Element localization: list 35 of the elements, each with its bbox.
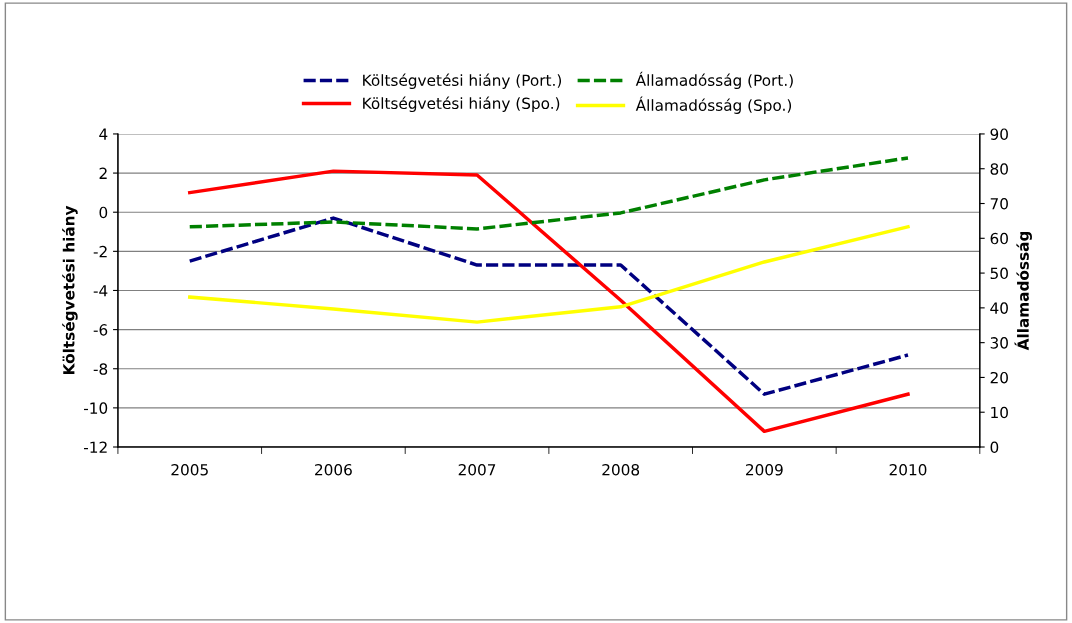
- legend-label: Államadósság (Spo.): [635, 96, 792, 114]
- y2-tick-label: 40: [990, 302, 1008, 314]
- y-tick-label: -8: [93, 363, 108, 375]
- y-tick-label: -10: [83, 402, 108, 414]
- y2-tick-label: 50: [990, 267, 1008, 280]
- line-series: [188, 225, 910, 324]
- y-tick-label: 2: [99, 167, 107, 179]
- line-series: [188, 156, 910, 231]
- y-tick-label: 0: [99, 206, 108, 219]
- y-tick-label: 4: [99, 128, 108, 140]
- y2-tick-label: 0: [990, 441, 999, 454]
- legend-label: Költségvetési hiány (Spo.): [363, 96, 560, 113]
- y2-tick-label: 20: [990, 371, 1008, 384]
- x-tick-label: 2005: [171, 463, 208, 476]
- y-tick-label: -6: [93, 324, 108, 336]
- legend-label: Költségvetési hiány (Port.): [363, 73, 562, 89]
- x-tick-label: 2007: [458, 463, 496, 476]
- line-series: [188, 169, 910, 434]
- y-tick-label: -4: [93, 285, 108, 297]
- y2-tick-label: 90: [990, 128, 1008, 140]
- y2-tick-label: 10: [991, 406, 1008, 419]
- legend-label: Államadósság (Port.): [635, 71, 793, 89]
- x-tick-label: 2006: [315, 463, 352, 476]
- x-tick-label: 2010: [889, 463, 927, 476]
- y2-axis-title: Államadósság: [1014, 231, 1032, 351]
- x-tick-label: 2008: [602, 463, 640, 476]
- y-axis-title: Költségvetési hiány: [62, 205, 78, 375]
- y2-tick-label: 80: [990, 163, 1008, 175]
- y-tick-label: -12: [83, 441, 107, 453]
- line-series: [188, 216, 910, 396]
- y-tick-label: -2: [93, 245, 107, 258]
- x-tick-label: 2009: [746, 463, 783, 476]
- y2-tick-label: 60: [990, 232, 1008, 245]
- y2-tick-label: 70: [990, 197, 1008, 210]
- y2-tick-label: 30: [990, 337, 1008, 349]
